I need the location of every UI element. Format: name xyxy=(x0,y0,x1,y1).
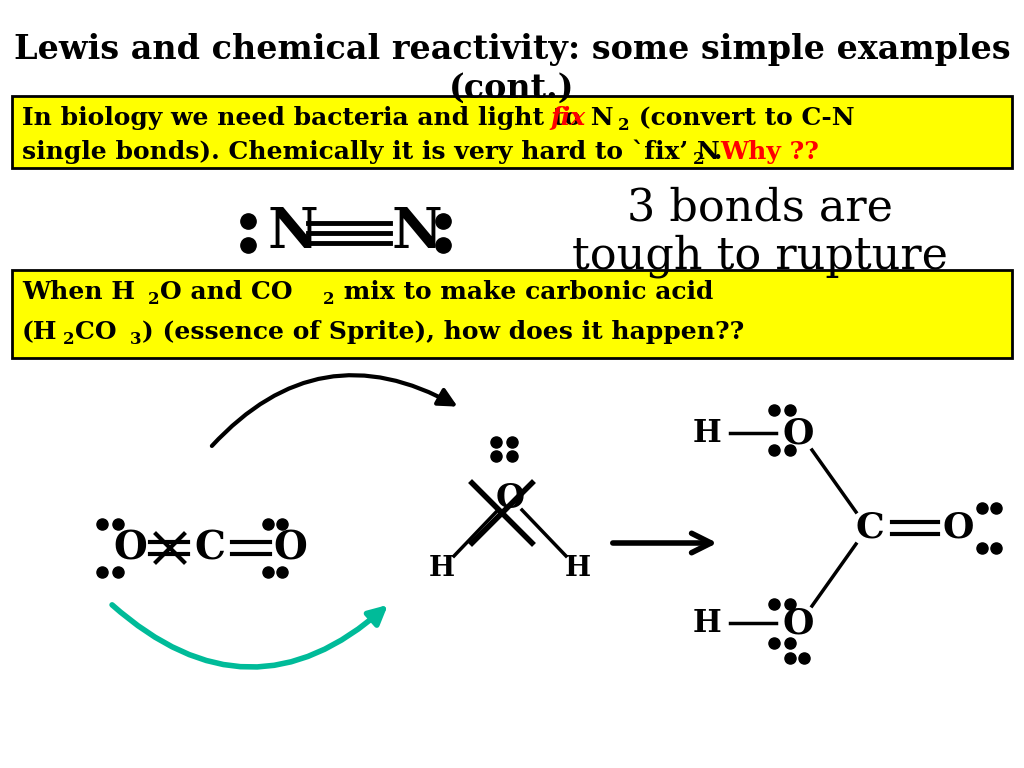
FancyBboxPatch shape xyxy=(12,96,1012,168)
Text: C: C xyxy=(856,511,885,545)
Text: H: H xyxy=(692,418,721,449)
Text: Lewis and chemical reactivity: some simple examples: Lewis and chemical reactivity: some simp… xyxy=(13,34,1011,67)
Text: 2: 2 xyxy=(693,151,705,167)
Text: (cont.): (cont.) xyxy=(450,71,574,104)
Text: H: H xyxy=(565,554,591,581)
Text: N: N xyxy=(268,206,318,260)
Text: Why ??: Why ?? xyxy=(720,140,819,164)
Text: CO: CO xyxy=(75,320,117,344)
Text: O: O xyxy=(113,529,146,567)
Text: fix: fix xyxy=(550,106,585,130)
Text: 3 bonds are: 3 bonds are xyxy=(627,187,893,230)
Text: O: O xyxy=(273,529,307,567)
Text: In biology we need bacteria and light to: In biology we need bacteria and light to xyxy=(22,106,590,130)
Text: When H: When H xyxy=(22,280,135,304)
Text: N: N xyxy=(582,106,613,130)
FancyArrowPatch shape xyxy=(112,605,383,667)
Text: ) (essence of Sprite), how does it happen??: ) (essence of Sprite), how does it happe… xyxy=(142,320,744,344)
Text: 2: 2 xyxy=(148,290,160,307)
Text: H: H xyxy=(692,607,721,638)
Text: 2: 2 xyxy=(618,117,630,134)
Text: O: O xyxy=(782,416,814,450)
Text: H: H xyxy=(429,554,455,581)
Text: C: C xyxy=(195,529,225,567)
Text: single bonds). Chemically it is very hard to `fix’ N: single bonds). Chemically it is very har… xyxy=(22,140,720,164)
FancyArrowPatch shape xyxy=(212,376,454,446)
Text: O and CO: O and CO xyxy=(160,280,293,304)
Text: tough to rupture: tough to rupture xyxy=(572,234,948,278)
Text: N: N xyxy=(392,206,442,260)
Text: 2: 2 xyxy=(323,290,335,307)
FancyBboxPatch shape xyxy=(12,270,1012,358)
Text: (H: (H xyxy=(22,320,57,344)
Text: O: O xyxy=(942,511,974,545)
Text: 3: 3 xyxy=(130,330,141,347)
Text: 2: 2 xyxy=(63,330,75,347)
Text: (convert to C-N: (convert to C-N xyxy=(630,106,855,130)
Text: .: . xyxy=(705,140,722,164)
Text: mix to make carbonic acid: mix to make carbonic acid xyxy=(335,280,714,304)
Text: O: O xyxy=(782,606,814,640)
Text: O: O xyxy=(496,482,524,515)
